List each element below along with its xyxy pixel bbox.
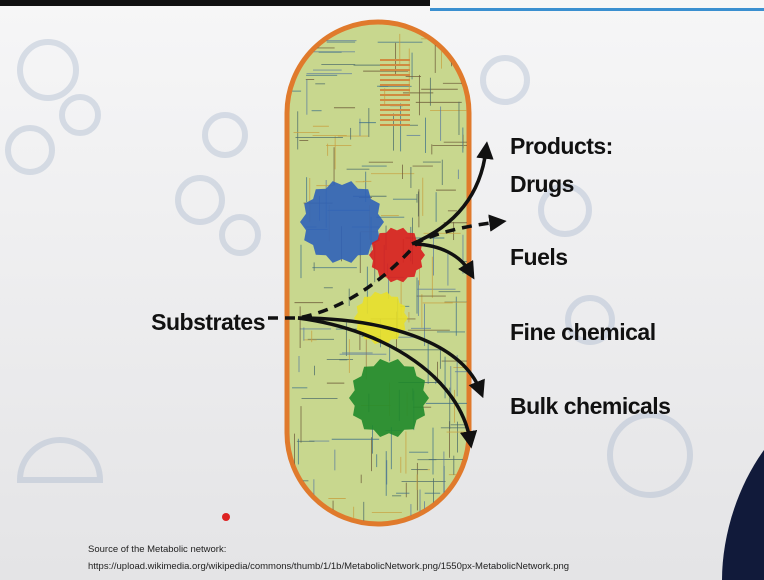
label-fuels: Fuels (510, 244, 568, 270)
label-products: Products: (510, 133, 613, 159)
label-fine: Fine chemical (510, 319, 656, 345)
top-line (430, 8, 764, 11)
source-url: https://upload.wikimedia.org/wikipedia/c… (88, 561, 569, 572)
label-drugs: Drugs (510, 171, 574, 197)
label-bulk: Bulk chemicals (510, 393, 670, 419)
source-title: Source of the Metabolic network: (88, 544, 226, 555)
label-substrates: Substrates (151, 309, 265, 335)
slide: Products: Drugs Fuels Fine chemical Bulk… (0, 0, 764, 580)
pointer-dot (222, 513, 230, 521)
top-bar (0, 0, 430, 6)
cell (287, 22, 469, 524)
